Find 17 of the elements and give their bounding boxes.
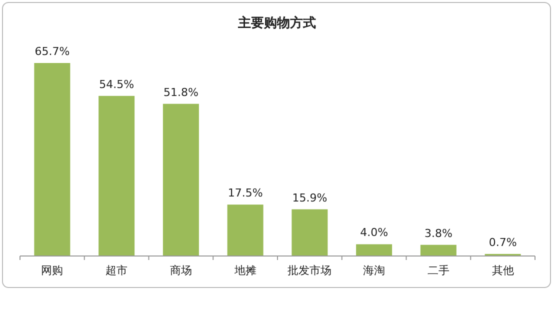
x-tick-label: 地摊 bbox=[234, 264, 256, 277]
x-tick-label: 商场 bbox=[170, 264, 192, 277]
value-label: 15.9% bbox=[292, 191, 328, 204]
value-label: 3.8% bbox=[424, 226, 452, 240]
value-label: 17.5% bbox=[228, 186, 263, 200]
value-label: 0.7% bbox=[488, 236, 517, 249]
x-tick-label: 批发市场 bbox=[288, 264, 332, 277]
x-tick-label: 网购 bbox=[41, 264, 64, 277]
value-label: 51.8% bbox=[163, 86, 198, 99]
title: 主要购物方式 bbox=[238, 16, 316, 31]
x-tick-label: 其他 bbox=[492, 264, 514, 277]
x-tick-label: 超市 bbox=[106, 264, 128, 277]
x-tick-label: 海淘 bbox=[363, 264, 386, 277]
value-label: 65.7% bbox=[34, 45, 70, 58]
value-label: 4.0% bbox=[360, 226, 388, 240]
x-tick-label: 二手 bbox=[427, 264, 450, 277]
value-label: 54.5% bbox=[99, 78, 134, 91]
